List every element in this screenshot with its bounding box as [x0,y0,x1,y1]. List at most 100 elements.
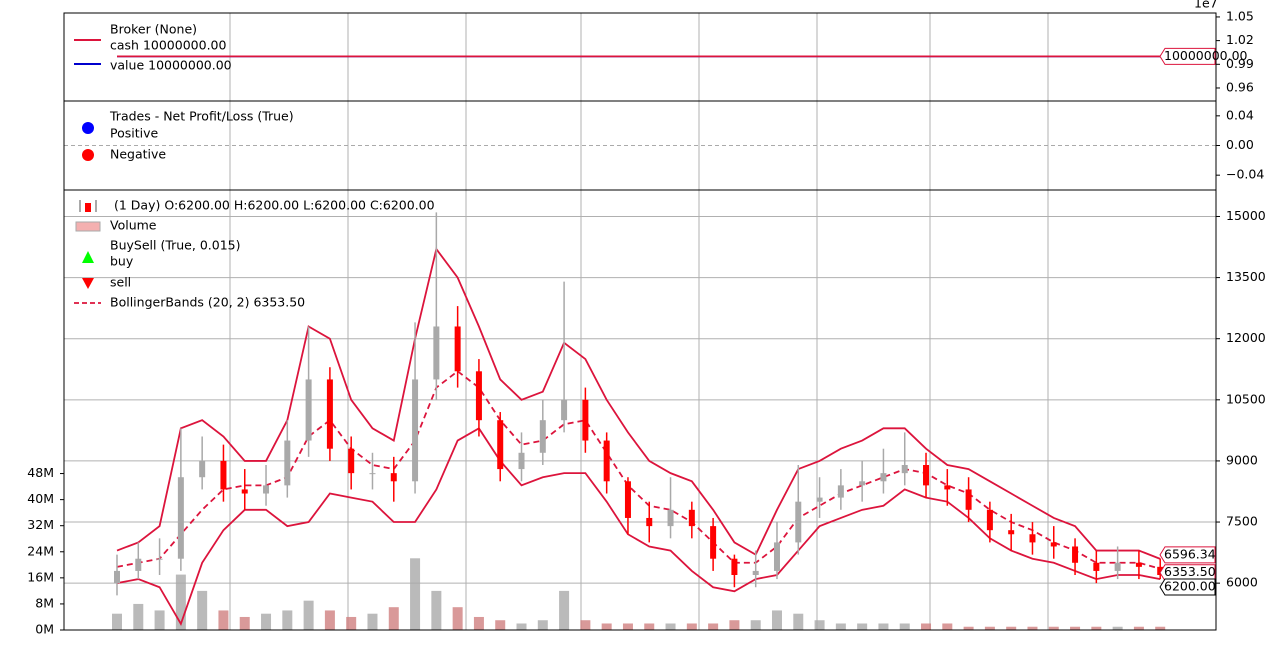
volume-bar [282,610,293,630]
value-tag-text: 6596.34 [1164,546,1216,561]
candle-body [220,460,227,490]
legend-marker [82,278,94,289]
volume-bar [410,558,421,630]
candle-body [1072,546,1079,563]
volume-bar [218,610,229,630]
volume-bar [878,623,889,630]
candle-body [263,485,270,494]
legend-label: buy [110,254,134,269]
y-tick-label: 0.99 [1226,56,1254,71]
volume-bar [431,590,442,630]
y-tick-label: 13500 [1226,269,1266,284]
volume-bar [559,590,570,630]
legend-title: BuySell (True, 0.015) [110,238,240,253]
vertical-grid [229,13,1049,630]
volume-bar [346,616,357,630]
volume-bar [1027,626,1038,630]
band-top [116,246,1161,560]
volume-bar [601,623,612,630]
y-tick-label: 9000 [1226,452,1258,467]
candle-body [497,420,504,470]
candle-body [1114,562,1121,571]
candle-body [1050,542,1057,547]
candle-body [284,440,291,486]
legend-title: Trades - Net Profit/Loss (True) [109,109,294,124]
candle-body [561,399,568,421]
candle-body [305,379,312,441]
y-tick-label: 0.96 [1226,79,1254,94]
y-tick-label: 6000 [1226,575,1258,590]
candle-body [1008,530,1015,535]
candle-body [795,501,802,543]
volume-tick-label: 0M [35,622,54,637]
candle-body [624,481,631,518]
volume-bar [644,623,655,630]
volume-bar [1133,626,1144,630]
volume-bar [1048,626,1059,630]
candle-body [646,517,653,527]
volume-bar [942,623,953,630]
volume-bar [495,620,506,630]
candle-body [667,509,674,527]
volume-bar [388,607,399,630]
candle-body [518,452,525,470]
volume-bar [580,620,591,630]
volume-bar [857,623,868,630]
volume-tick-label: 32M [27,517,54,532]
y-tick-label: 0.04 [1226,107,1254,122]
candle-body [901,465,908,474]
legend-label: Positive [110,126,158,141]
volume-bar [516,623,527,630]
last-value-tag: 10000000.00 [1159,47,1248,65]
candle-body [369,473,376,475]
candle-body [816,497,823,502]
volume-bar [473,616,484,630]
volume-bar [665,623,676,630]
candle-body [965,489,972,510]
legend-label: BollingerBands (20, 2) 6353.50 [110,295,305,310]
candle-body [603,440,610,482]
legend-label: sell [110,275,131,290]
candle-body [837,485,844,498]
volume-bar [452,607,463,630]
y-tick-label: 0.00 [1226,137,1254,152]
legend-label: cash 10000000.00 [110,38,226,53]
volume-bar [175,574,186,630]
volume-bar [814,620,825,630]
volume-bar [963,626,974,630]
legend-swatch [75,221,101,232]
volume-bar [1112,626,1123,630]
candle-body [1093,562,1100,571]
candle-body [135,558,142,571]
value-tag-text: 6353.50 [1164,564,1216,579]
candle-body [944,485,951,490]
volume-bar [1155,626,1166,630]
close-tag: 6200.00 [1159,578,1216,596]
candle-body [773,542,780,571]
volume-bar [771,610,782,630]
volume-bar [197,590,208,630]
y-tick-label: 1.05 [1226,8,1254,23]
y-tick-label: 12000 [1226,330,1266,345]
volume-bar [537,620,548,630]
candle-body [412,379,419,482]
candle-body [582,399,589,441]
volume-tick-label: 8M [35,595,54,610]
candle-body [752,570,759,575]
candle-body [1029,534,1036,543]
volume-bar [1006,626,1017,630]
candle-body [177,477,184,559]
candle-body [859,481,866,486]
candle-body [688,509,695,527]
candle-body [454,326,461,372]
volume-bar [686,623,697,630]
value-tag-text: 10000000.00 [1164,48,1248,63]
band-bot [116,427,1161,627]
candle-body [731,558,738,575]
offset-label: 1e7 [1194,0,1218,11]
legend-swatch [85,203,91,212]
y-tick-label: −0.04 [1226,167,1264,182]
value-tag-box [1159,546,1216,564]
